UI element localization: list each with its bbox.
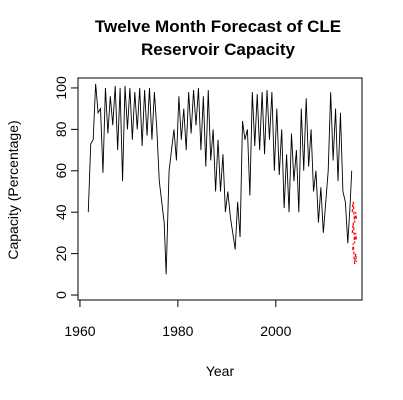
x-tick-label: 2000 [260, 323, 291, 339]
y-tick-label: 40 [53, 204, 69, 220]
chart-title: Twelve Month Forecast of CLE [95, 17, 341, 36]
data-line [351, 222, 358, 244]
y-tick-label: 100 [53, 76, 69, 100]
y-tick-label: 0 [53, 291, 69, 299]
plot-frame [77, 77, 363, 301]
data-line [352, 243, 358, 265]
data-line [351, 201, 358, 223]
y-tick-label: 20 [53, 246, 69, 262]
data-line [87, 83, 353, 275]
chart-title: Reservoir Capacity [141, 40, 296, 59]
x-tick-label: 1980 [162, 323, 193, 339]
x-axis-label: Year [206, 363, 235, 379]
x-tick-label: 1960 [64, 323, 95, 339]
y-axis-label: Capacity (Percentage) [5, 120, 21, 259]
y-tick-label: 60 [53, 163, 69, 179]
y-tick-label: 80 [53, 121, 69, 137]
